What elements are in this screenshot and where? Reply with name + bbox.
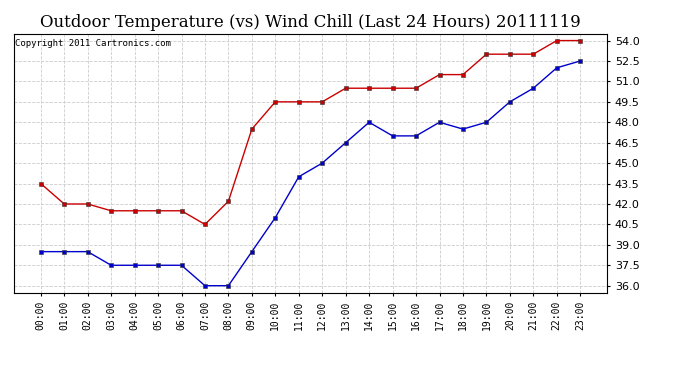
Text: Copyright 2011 Cartronics.com: Copyright 2011 Cartronics.com [15, 39, 171, 48]
Title: Outdoor Temperature (vs) Wind Chill (Last 24 Hours) 20111119: Outdoor Temperature (vs) Wind Chill (Las… [40, 14, 581, 31]
